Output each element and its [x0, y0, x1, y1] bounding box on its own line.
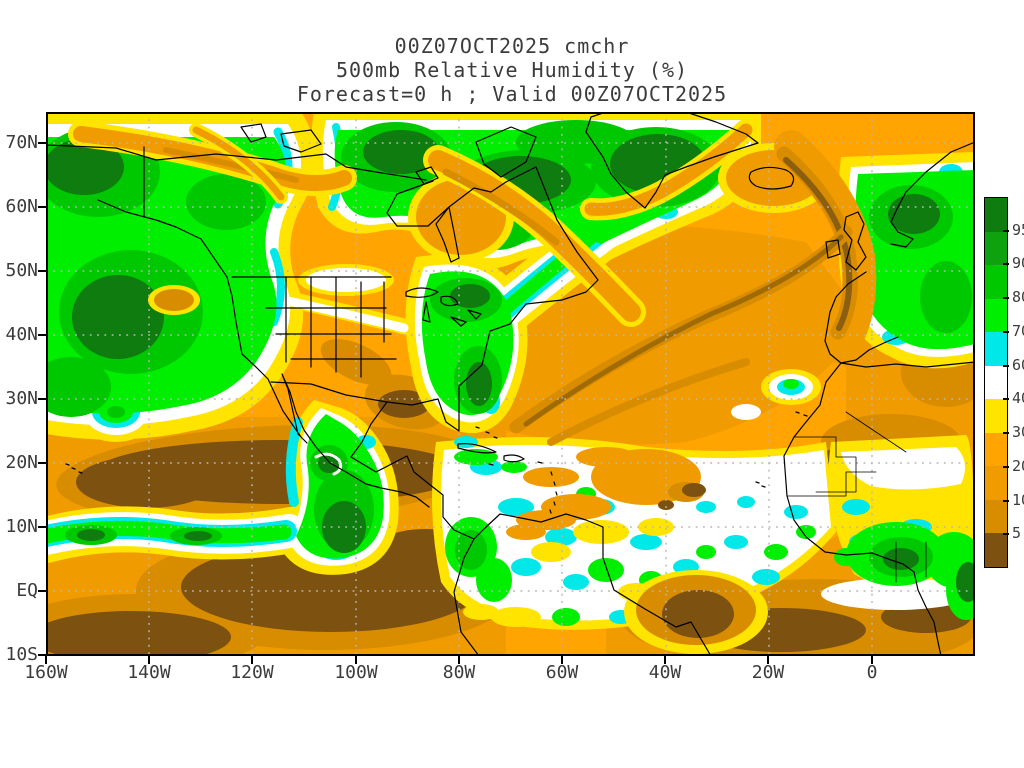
colorbar-segment: [985, 232, 1007, 266]
lat-axis-tick: [38, 334, 46, 336]
lon-axis-tick: [561, 656, 563, 664]
lon-axis-tick: [355, 656, 357, 664]
lon-label-20w: 20W: [728, 664, 808, 682]
colorbar-tick-mark: [1003, 230, 1009, 232]
chart-title-line2: 500mb Relative Humidity (%): [0, 58, 1024, 82]
lon-label-140w: 140W: [109, 664, 189, 682]
lon-label-0: 0: [832, 664, 912, 682]
lat-axis-tick: [38, 590, 46, 592]
colorbar-tick-label: 20: [1012, 459, 1024, 474]
colorbar-tick-label: 60: [1012, 358, 1024, 373]
lat-label-30n: 30N: [0, 390, 38, 408]
weather-chart-page: 00Z07OCT2025 cmchr 500mb Relative Humidi…: [0, 0, 1024, 768]
chart-title-line1: 00Z07OCT2025 cmchr: [0, 34, 1024, 58]
lat-label-eq: EQ: [0, 582, 38, 600]
lon-axis-tick: [458, 656, 460, 664]
lon-label-100w: 100W: [316, 664, 396, 682]
lon-axis-tick: [767, 656, 769, 664]
colorbar-tick-label: 5: [1012, 526, 1021, 541]
colorbar-tick-label: 40: [1012, 391, 1024, 406]
lon-axis-tick: [251, 656, 253, 664]
lat-axis-tick: [38, 398, 46, 400]
colorbar-segment: [985, 198, 1007, 232]
colorbar-tick-label: 70: [1012, 324, 1024, 339]
colorbar-segment: [985, 366, 1007, 400]
lat-label-40n: 40N: [0, 326, 38, 344]
lon-axis-tick: [45, 656, 47, 664]
colorbar-tick-mark: [1003, 297, 1009, 299]
colorbar-tick-mark: [1003, 365, 1009, 367]
lat-label-70n: 70N: [0, 134, 38, 152]
colorbar-tick-label: 90: [1012, 256, 1024, 271]
lat-label-50n: 50N: [0, 262, 38, 280]
lon-axis-tick: [871, 656, 873, 664]
colorbar-segment: [985, 332, 1007, 366]
lon-label-80w: 80W: [419, 664, 499, 682]
lat-axis-tick: [38, 526, 46, 528]
colorbar-tick-mark: [1003, 500, 1009, 502]
colorbar-segment: [985, 265, 1007, 299]
colorbar-tick-mark: [1003, 466, 1009, 468]
chart-title-line3: Forecast=0 h ; Valid 00Z07OCT2025: [0, 82, 1024, 106]
lat-label-20n: 20N: [0, 454, 38, 472]
colorbar-tick-mark: [1003, 263, 1009, 265]
lat-label-60n: 60N: [0, 198, 38, 216]
colorbar-tick-label: 30: [1012, 425, 1024, 440]
colorbar-tick-mark: [1003, 331, 1009, 333]
colorbar-segment: [985, 533, 1007, 567]
colorbar-segment: [985, 466, 1007, 500]
lon-label-60w: 60W: [522, 664, 602, 682]
lat-label-10n: 10N: [0, 518, 38, 536]
lat-axis-tick: [38, 206, 46, 208]
colorbar-segment: [985, 433, 1007, 467]
colorbar-tick-label: 80: [1012, 290, 1024, 305]
colorbar-tick-mark: [1003, 432, 1009, 434]
colorbar-segment: [985, 500, 1007, 534]
lon-label-160w: 160W: [6, 664, 86, 682]
lon-axis-tick: [148, 656, 150, 664]
lat-axis-tick: [38, 462, 46, 464]
lon-axis-tick: [664, 656, 666, 664]
colorbar-segment: [985, 299, 1007, 333]
lat-axis-tick: [38, 142, 46, 144]
colorbar-segment: [985, 399, 1007, 433]
humidity-field: [46, 112, 975, 656]
map-plot-area: [46, 112, 975, 656]
lon-label-120w: 120W: [212, 664, 292, 682]
lat-axis-tick: [38, 270, 46, 272]
colorbar-tick-label: 10: [1012, 493, 1024, 508]
humidity-map-canvas: [46, 112, 975, 656]
colorbar-tick-label: 95: [1012, 223, 1024, 238]
colorbar-tick-mark: [1003, 398, 1009, 400]
colorbar-legend: [984, 197, 1008, 568]
colorbar-tick-mark: [1003, 533, 1009, 535]
lon-label-40w: 40W: [625, 664, 705, 682]
